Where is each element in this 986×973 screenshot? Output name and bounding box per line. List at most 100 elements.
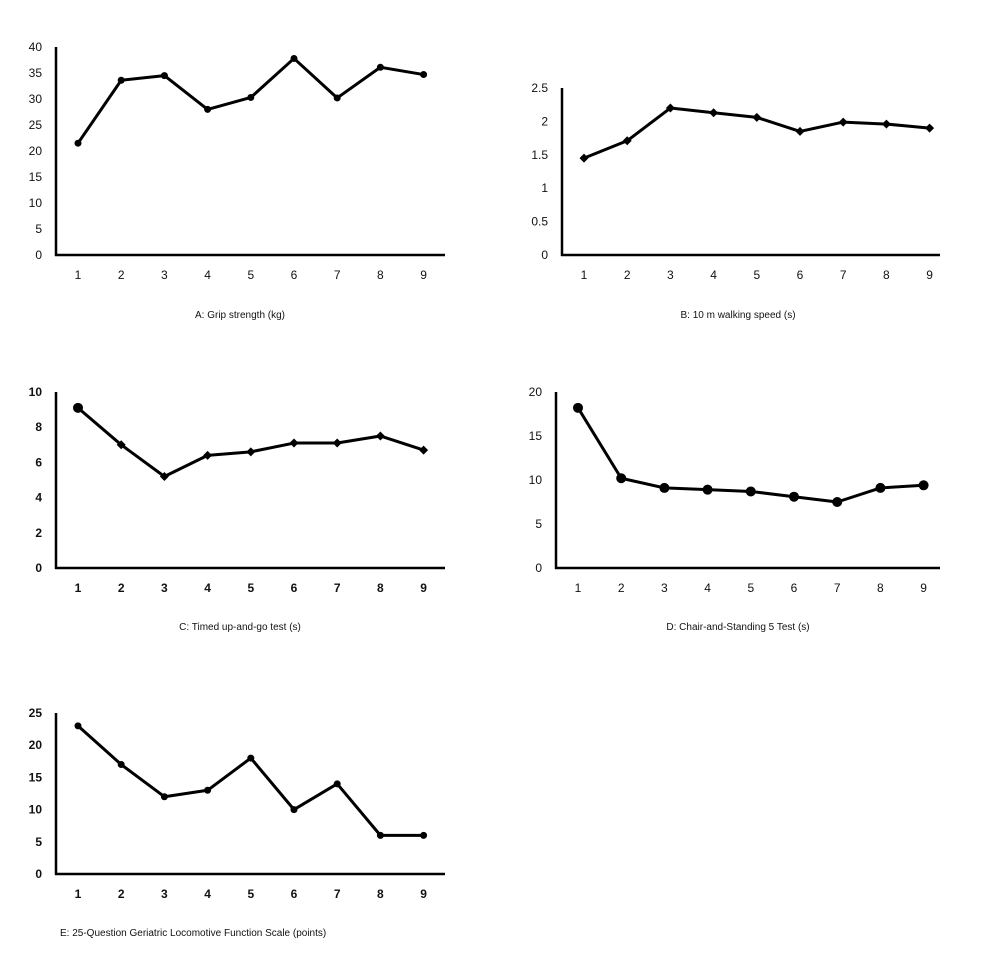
data-point [881, 119, 891, 129]
data-point [659, 482, 670, 493]
chart-caption: D: Chair-and-Standing 5 Test (s) [666, 622, 809, 633]
data-point [289, 438, 299, 448]
data-point [420, 71, 428, 79]
x-tick-label: 6 [797, 268, 804, 282]
data-point [160, 72, 168, 80]
x-tick-label: 6 [291, 268, 298, 282]
data-point [74, 722, 82, 730]
data-point [745, 486, 756, 497]
x-tick-label: 1 [75, 887, 82, 901]
data-point [376, 831, 384, 839]
x-tick-label: 7 [334, 268, 341, 282]
data-point [73, 402, 83, 413]
data-point [419, 445, 429, 455]
y-tick-label: 15 [529, 429, 543, 443]
x-tick-label: 4 [704, 581, 711, 595]
x-tick-label: 2 [118, 268, 125, 282]
y-tick-label: 25 [29, 706, 43, 720]
data-point [159, 471, 169, 481]
x-tick-label: 3 [161, 581, 168, 595]
data-point [918, 480, 929, 491]
x-tick-label: 8 [883, 268, 890, 282]
data-point [875, 482, 886, 493]
y-tick-label: 35 [29, 66, 43, 80]
panel-b: 0 0.5 1 1.5 2 2.5 1 2 3 4 5 6 7 8 9 B: 10 m walking spe… [531, 81, 940, 321]
panel-d: 0 5 10 15 20 1 2 3 4 5 6 7 8 9 D: Chair-and-Standing 5… [529, 385, 940, 633]
x-tick-label: 9 [926, 268, 933, 282]
data-point [832, 497, 843, 507]
y-tick-label: 2 [35, 526, 42, 540]
x-tick-label: 9 [420, 887, 427, 901]
y-tick-label: 0 [541, 248, 548, 262]
data-point [204, 105, 212, 113]
data-point [789, 491, 799, 502]
x-tick-label: 9 [420, 268, 427, 282]
data-point [573, 402, 583, 413]
x-tick-label: 2 [618, 581, 625, 595]
x-tick-label: 6 [291, 887, 298, 901]
data-point [420, 831, 428, 839]
y-tick-label: 0.5 [531, 215, 548, 229]
data-point [117, 76, 125, 84]
y-tick-label: 25 [29, 118, 43, 132]
x-tick-label: 4 [204, 268, 211, 282]
y-tick-label: 5 [35, 222, 42, 236]
x-tick-label: 1 [581, 268, 588, 282]
data-point [290, 806, 298, 814]
data-point [622, 136, 632, 146]
data-point [246, 447, 256, 457]
y-tick-label: 10 [29, 196, 43, 210]
chart-caption: E: 25-Question Geriatric Locomotive Func… [60, 928, 326, 939]
x-tick-label: 2 [624, 268, 631, 282]
x-tick-label: 3 [661, 581, 668, 595]
y-tick-label: 1 [541, 181, 548, 195]
data-point [616, 473, 627, 484]
x-tick-label: 4 [204, 581, 211, 595]
data-point [160, 793, 168, 801]
data-point [579, 153, 589, 163]
data-point [332, 438, 342, 448]
chart-caption: C: Timed up-and-go test (s) [179, 622, 301, 633]
y-tick-label: 1.5 [531, 148, 548, 162]
panel-e: 0 5 10 15 20 25 1 2 3 4 5 6 7 8 9 E: 25-Question Geriat… [29, 706, 445, 939]
data-point [333, 94, 341, 102]
panel-a: 0 5 10 15 20 25 30 35 40 1 2 3 4 5 6 7 8 9 A: Grip strengt… [29, 40, 445, 321]
y-tick-label: 0 [35, 867, 42, 881]
series-line [76, 724, 424, 837]
x-tick-label: 7 [334, 581, 341, 595]
x-tick-label: 7 [840, 268, 847, 282]
x-tick-label: 1 [75, 268, 82, 282]
data-point [702, 484, 713, 495]
x-tick-label: 2 [118, 581, 125, 595]
x-tick-label: 5 [247, 887, 254, 901]
data-point [795, 126, 805, 136]
x-tick-label: 5 [753, 268, 760, 282]
data-point [290, 54, 298, 62]
y-tick-label: 10 [29, 385, 43, 399]
y-tick-label: 8 [35, 420, 42, 434]
data-point [752, 112, 762, 122]
x-tick-label: 7 [334, 887, 341, 901]
x-tick-label: 5 [247, 268, 254, 282]
x-tick-label: 5 [747, 581, 754, 595]
y-tick-label: 2 [541, 114, 548, 128]
x-tick-label: 8 [377, 581, 384, 595]
y-tick-label: 30 [29, 92, 43, 106]
data-point [376, 63, 384, 71]
data-point [116, 440, 126, 450]
data-point [925, 123, 935, 133]
x-tick-label: 7 [834, 581, 841, 595]
chart-caption: B: 10 m walking speed (s) [680, 310, 795, 321]
x-tick-label: 3 [161, 268, 168, 282]
y-tick-label: 40 [29, 40, 43, 54]
x-tick-label: 6 [291, 581, 298, 595]
x-tick-label: 8 [377, 268, 384, 282]
y-tick-label: 4 [35, 491, 42, 505]
series-line [77, 406, 425, 478]
data-point [74, 139, 82, 147]
data-point [375, 431, 385, 441]
chart-caption: A: Grip strength (kg) [195, 310, 285, 321]
y-tick-label: 0 [35, 561, 42, 575]
